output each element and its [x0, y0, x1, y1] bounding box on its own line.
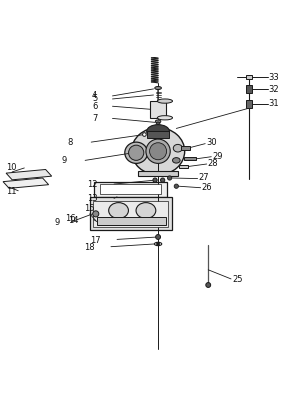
Text: 17: 17: [90, 235, 100, 245]
Text: 26: 26: [202, 183, 212, 191]
Circle shape: [146, 139, 170, 163]
Text: 9: 9: [62, 156, 67, 165]
Text: 18: 18: [84, 242, 94, 252]
Circle shape: [150, 143, 167, 160]
Ellipse shape: [157, 116, 172, 120]
Ellipse shape: [125, 142, 148, 163]
Text: 32: 32: [268, 85, 279, 94]
Ellipse shape: [154, 242, 162, 246]
Text: 7: 7: [92, 114, 97, 123]
Circle shape: [174, 184, 178, 189]
Circle shape: [156, 234, 161, 240]
Text: 13: 13: [87, 194, 97, 204]
Ellipse shape: [132, 127, 185, 175]
Bar: [100, 184, 161, 194]
Text: 33: 33: [268, 73, 279, 82]
Circle shape: [129, 145, 144, 161]
Text: 31: 31: [268, 99, 279, 108]
Ellipse shape: [136, 203, 156, 219]
Text: 10: 10: [6, 163, 17, 171]
Text: 11: 11: [6, 187, 17, 196]
Polygon shape: [3, 178, 49, 189]
Ellipse shape: [157, 99, 172, 103]
Text: 28: 28: [208, 159, 218, 168]
Circle shape: [161, 178, 165, 182]
Bar: [246, 85, 252, 94]
Bar: [147, 130, 169, 138]
Bar: [179, 165, 188, 168]
Circle shape: [157, 242, 160, 245]
Text: 30: 30: [206, 138, 217, 147]
Ellipse shape: [147, 125, 170, 138]
Bar: [93, 201, 168, 227]
Bar: [150, 101, 166, 118]
Circle shape: [206, 283, 211, 288]
Circle shape: [143, 133, 146, 136]
Bar: [138, 171, 178, 176]
Bar: [184, 157, 196, 161]
Ellipse shape: [155, 120, 161, 123]
Ellipse shape: [173, 144, 182, 152]
Bar: [90, 197, 172, 230]
Ellipse shape: [155, 87, 161, 89]
Text: 9: 9: [54, 218, 59, 227]
Circle shape: [168, 176, 172, 180]
Bar: [246, 99, 252, 108]
Text: 16: 16: [65, 214, 76, 223]
Text: 5: 5: [92, 94, 97, 103]
Text: 29: 29: [212, 152, 223, 161]
Polygon shape: [6, 169, 52, 180]
Text: 6: 6: [92, 102, 97, 111]
Bar: [181, 146, 190, 150]
Text: 27: 27: [199, 173, 209, 183]
Circle shape: [153, 178, 157, 182]
Ellipse shape: [109, 203, 128, 219]
Text: 12: 12: [87, 180, 97, 189]
Circle shape: [93, 211, 99, 217]
Bar: [97, 217, 166, 225]
Bar: [246, 75, 252, 79]
Text: 4: 4: [92, 92, 97, 100]
Bar: [94, 182, 167, 197]
Text: 25: 25: [232, 275, 243, 284]
Text: 14: 14: [68, 216, 79, 225]
Ellipse shape: [156, 122, 160, 125]
Text: 15: 15: [84, 204, 94, 213]
Ellipse shape: [172, 158, 180, 163]
Text: 8: 8: [67, 138, 73, 147]
